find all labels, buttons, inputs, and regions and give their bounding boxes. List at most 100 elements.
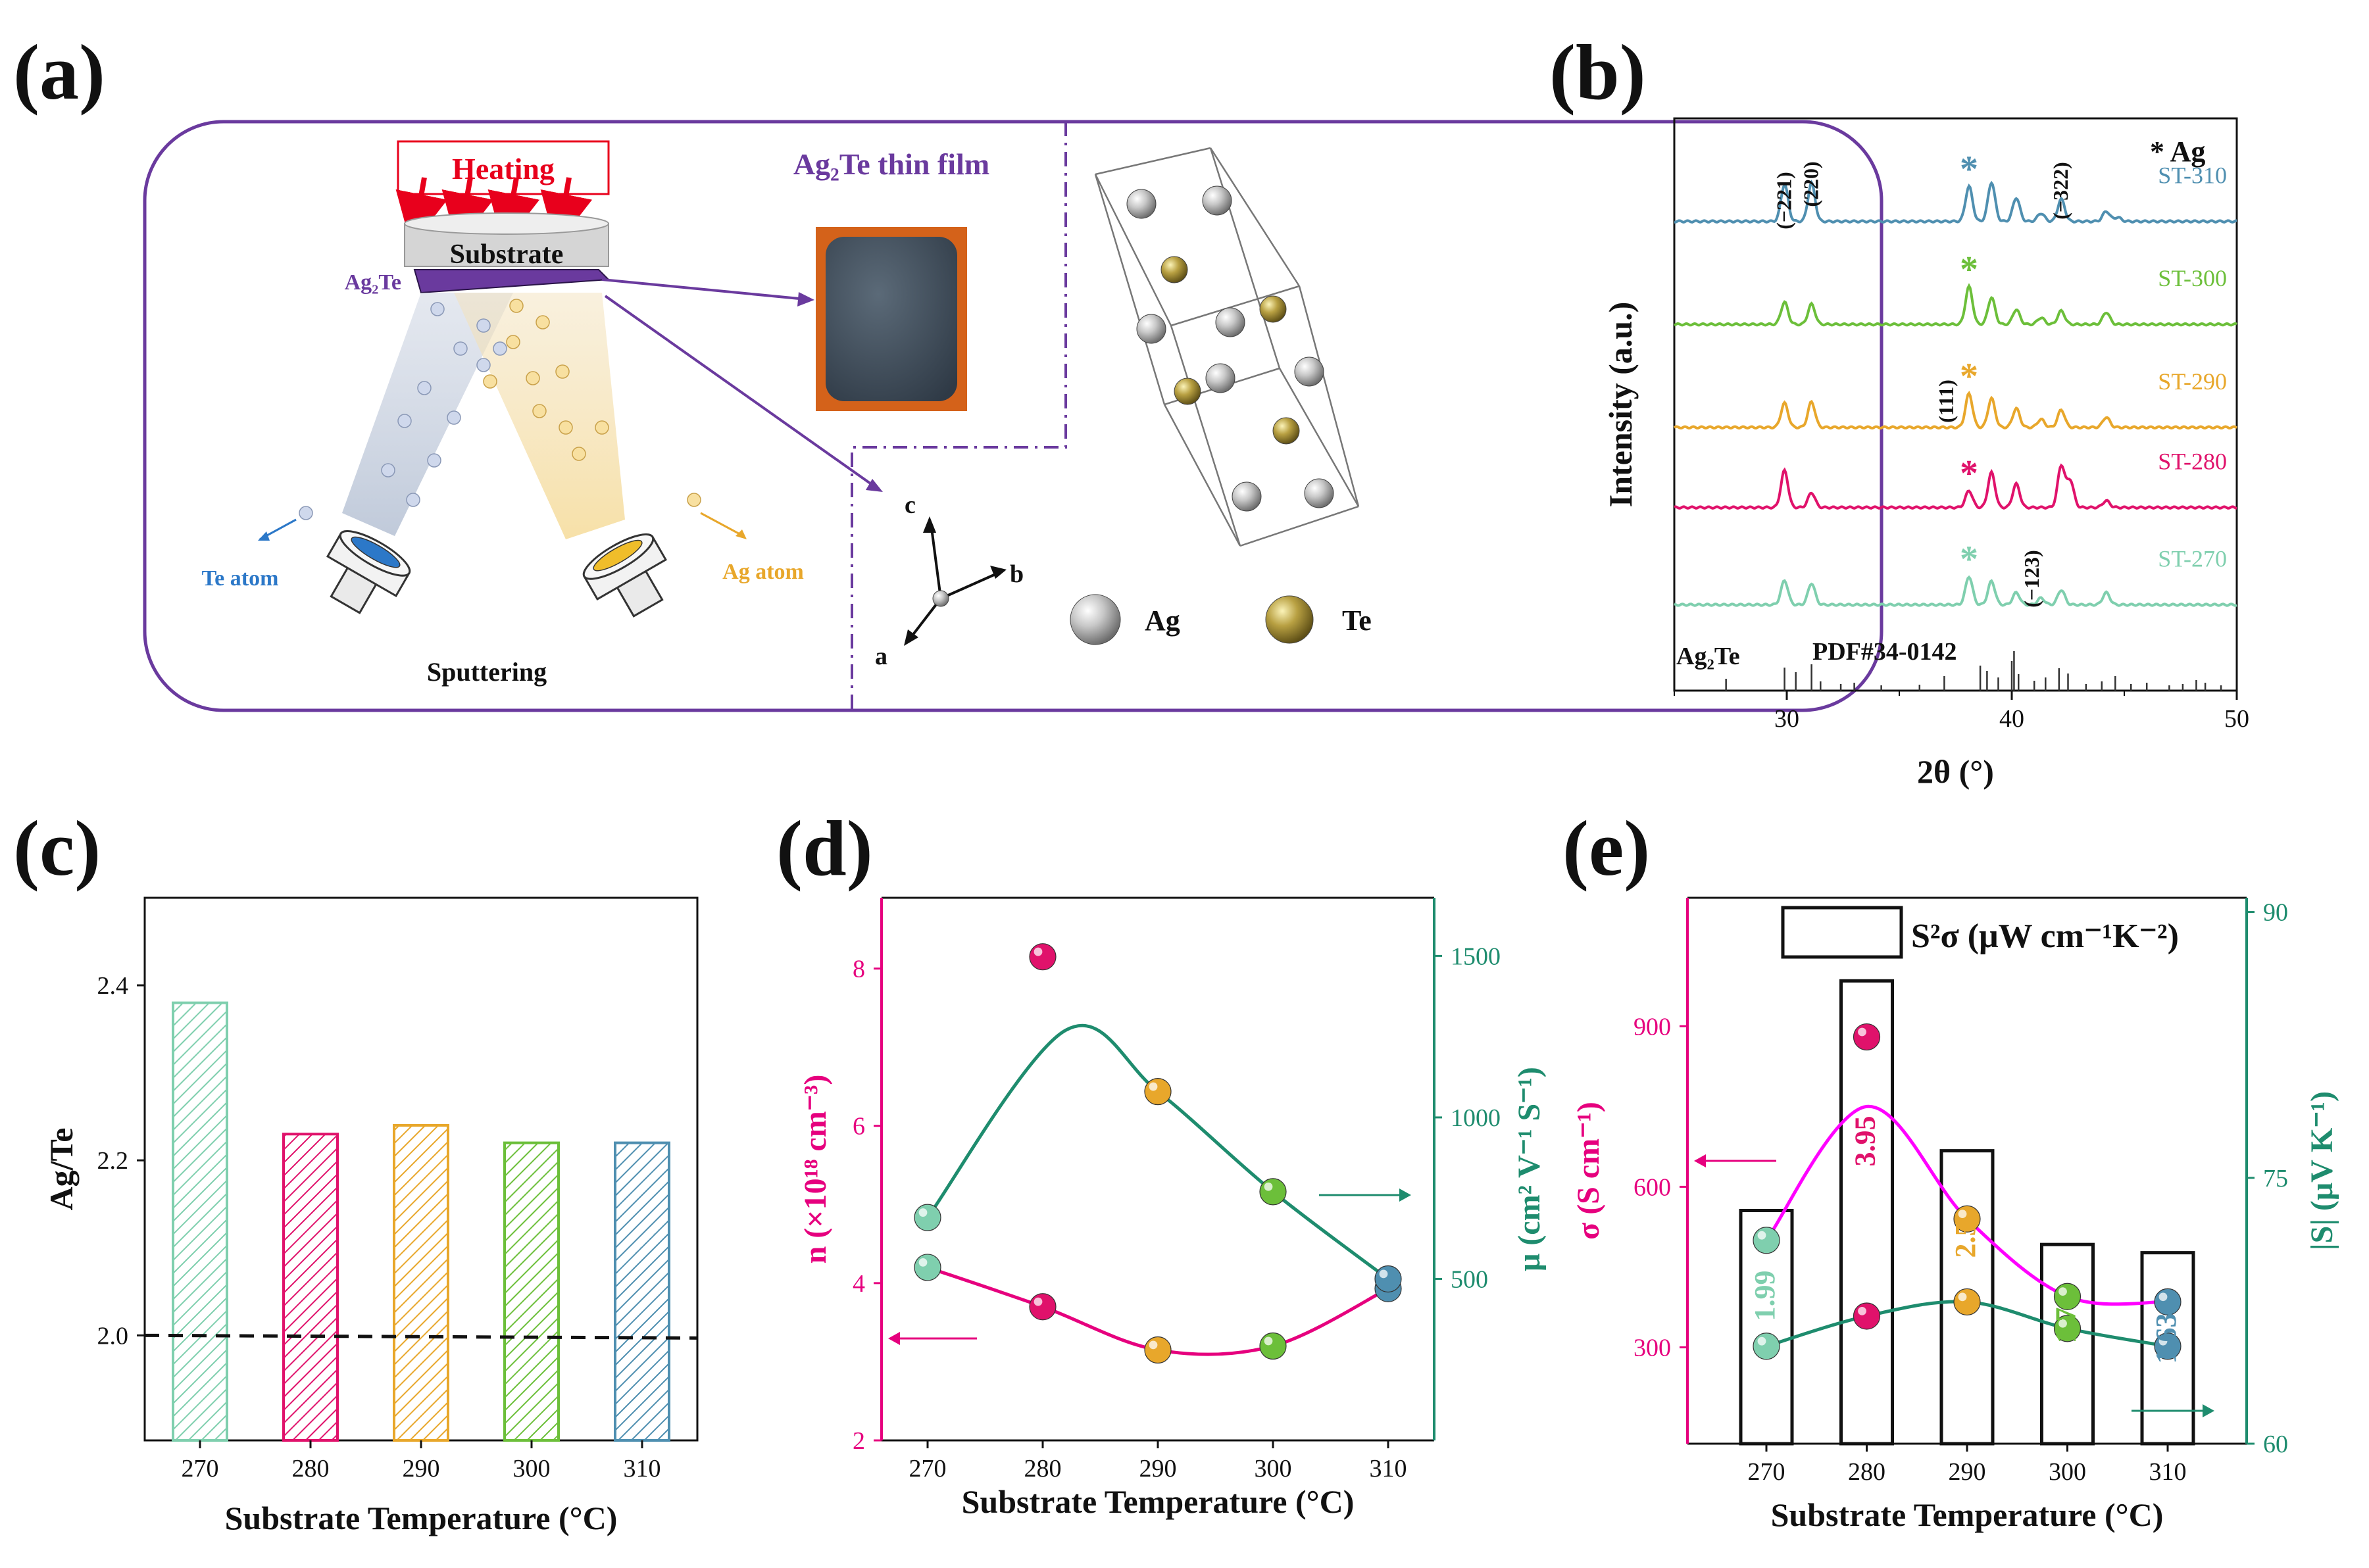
n-point-280-highlight (1034, 1297, 1043, 1306)
panel-c: (c) 270 280 290 300 310 2.0 2.2 2.4 Substrate Tem… (13, 804, 699, 1536)
series-label: ST-280 (2158, 449, 2227, 475)
y1-tick-label: 8 (853, 956, 865, 983)
legend-ag-star: * Ag (2150, 135, 2205, 168)
ag2te-film-layer (413, 269, 611, 294)
ag-star-marker: * (1960, 149, 1978, 189)
ag2te-label: Ag₂Te (345, 270, 401, 295)
ag-atom-arrowhead (736, 529, 747, 539)
unit-cell-edge (1209, 147, 1301, 287)
te-particle (427, 453, 441, 468)
unit-cell-edge (1170, 285, 1300, 327)
x-tick-label: 310 (624, 1455, 661, 1482)
seebeck-point-290-highlight (1958, 1292, 1967, 1302)
sigma-point-270-highlight (1757, 1231, 1766, 1240)
panel-label: (d) (776, 804, 873, 892)
te-particle (476, 358, 491, 372)
legend-ag-label: Ag (1145, 604, 1180, 637)
ag-particle (555, 364, 570, 379)
sigma-point-280-body (1853, 1023, 1881, 1051)
hkl-label: (220) (1799, 161, 1823, 207)
mu-point-290-body (1144, 1078, 1172, 1106)
divider-line (851, 122, 1067, 710)
sigma-point-290 (1953, 1205, 1981, 1233)
series-label: ST-300 (2158, 265, 2227, 291)
ag-particle (595, 420, 609, 435)
n-outlier-point (1029, 943, 1057, 971)
y2-axis-label: |S| (μV K⁻¹) (2305, 1091, 2339, 1250)
ag-particle (506, 335, 520, 349)
y-tick-label: 2.4 (97, 972, 129, 1000)
x-tick-label: 30 (1774, 705, 1799, 733)
ag-atom-ball (1205, 363, 1235, 393)
ag-sputter-gun-target (593, 539, 643, 572)
mu-point-270-highlight (918, 1208, 928, 1217)
sigma-point-280-highlight (1858, 1027, 1866, 1037)
ag-particle (509, 299, 524, 313)
seebeck-point-280-body (1853, 1302, 1881, 1330)
x-tick-label: 310 (1370, 1455, 1407, 1482)
n-outlier-point-highlight (1034, 947, 1043, 956)
axis-b-label: b (1010, 560, 1024, 588)
seebeck-point-310-highlight (2158, 1336, 2168, 1346)
te-atom-ball (1259, 295, 1287, 323)
te-particle (453, 341, 468, 356)
xrd-line-ST-310 (1674, 180, 2237, 224)
film-title: Ag₂Te thin film (793, 147, 989, 181)
y-tick-label: 2.0 (97, 1322, 129, 1350)
x-tick-label: 300 (1255, 1455, 1292, 1482)
sigma-point-310 (2154, 1288, 2182, 1315)
legend-te-ball (1265, 595, 1314, 644)
film-arrowhead (797, 292, 814, 306)
axis-b-line (940, 571, 1001, 600)
te-sputter-gun-target (351, 536, 401, 568)
origin-atom (932, 590, 949, 607)
ag-star-marker: * (1960, 356, 1978, 397)
y-axis-label: Ag/Te (43, 1128, 80, 1211)
mu-point-310 (1374, 1265, 1402, 1293)
film-arrow (601, 278, 807, 301)
te-particle (476, 318, 491, 333)
y1-axis-label: σ (S cm⁻¹) (1571, 1102, 1606, 1240)
panel-label: (a) (13, 28, 105, 116)
y1-tick-label: 2 (853, 1427, 865, 1455)
seebeck-point-270-body (1753, 1333, 1780, 1360)
axis-c-label: c (905, 491, 916, 519)
ref-name: Ag₂Te (1676, 643, 1740, 670)
n-point-290-highlight (1149, 1340, 1158, 1350)
sigma-point-280 (1853, 1023, 1881, 1051)
ag-atom-label: Ag atom (722, 560, 804, 584)
series-label: ST-270 (2158, 546, 2227, 572)
hkl-label: (−221) (1772, 172, 1796, 230)
seebeck-point-270-highlight (1757, 1336, 1766, 1346)
axis-c-head (923, 516, 936, 533)
xrd-line-ST-280 (1674, 463, 2237, 510)
seebeck-point-300-highlight (2058, 1319, 2067, 1328)
x-tick-label: 280 (292, 1455, 330, 1482)
xrd-line-ST-300 (1674, 283, 2237, 327)
seebeck-axis-arrowhead (2203, 1404, 2214, 1417)
bar-290 (393, 1123, 449, 1442)
panel-label: (b) (1549, 28, 1646, 116)
bar-280 (282, 1133, 339, 1442)
axis-a-head (904, 629, 918, 646)
seebeck-point-270 (1753, 1333, 1780, 1360)
te-particle (397, 414, 412, 428)
unit-cell-edge (1278, 368, 1360, 507)
substrate-label: Substrate (450, 239, 564, 270)
ag-particle (526, 371, 540, 385)
n-point-280 (1029, 1293, 1057, 1321)
n-point-270 (914, 1254, 941, 1281)
ag-sputter-gun (582, 533, 668, 618)
y1-axis-label: n (×10¹⁸ cm⁻³) (798, 1075, 833, 1264)
panel-label: (c) (13, 804, 101, 892)
hkl-label: (111) (1934, 380, 1958, 423)
ag-atom-ball (1136, 314, 1166, 344)
ag-particle (536, 315, 550, 330)
series-label: ST-290 (2158, 368, 2227, 395)
y1-tick-label: 300 (1633, 1335, 1671, 1362)
te-particle (417, 381, 432, 395)
legend-label: S²σ (μW cm⁻¹K⁻²) (1911, 918, 2179, 955)
xrd-line-ST-270 (1674, 575, 2237, 607)
mu-point-310-body (1374, 1265, 1402, 1293)
